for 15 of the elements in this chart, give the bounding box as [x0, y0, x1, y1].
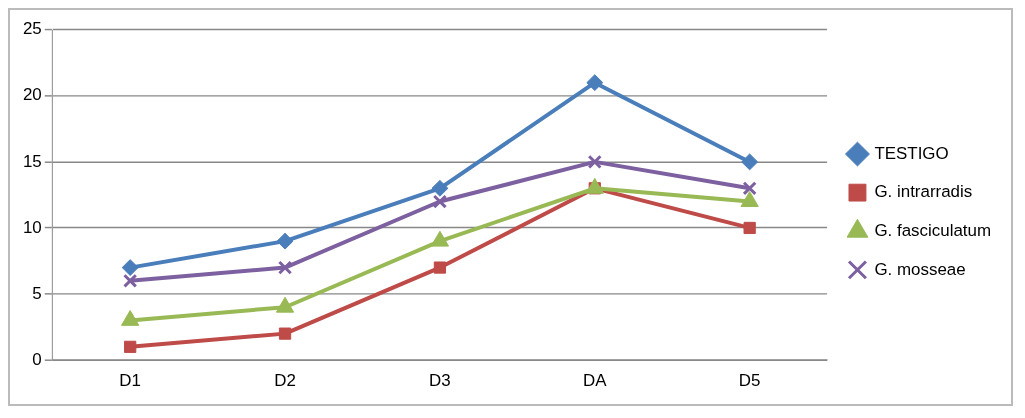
y-tick-label: 20 [22, 85, 42, 105]
x-tick-label: D2 [274, 370, 296, 390]
x-tick-label: D5 [738, 370, 761, 390]
y-tick-label: 25 [22, 19, 42, 39]
legend-label: G. fasciculatum [874, 220, 992, 240]
y-tick-label: 0 [32, 349, 42, 369]
legend-label: G. mosseae [874, 259, 966, 279]
y-tick-label: 10 [22, 217, 42, 237]
y-tick-label: 5 [32, 283, 42, 303]
x-tick-label: D3 [429, 370, 451, 390]
y-tick-label: 15 [22, 151, 42, 171]
x-tick-label: D1 [119, 370, 141, 390]
legend-label: TESTIGO [874, 143, 949, 163]
legend-label: G. intrarradis [874, 182, 973, 202]
x-tick-label: DA [583, 370, 608, 390]
